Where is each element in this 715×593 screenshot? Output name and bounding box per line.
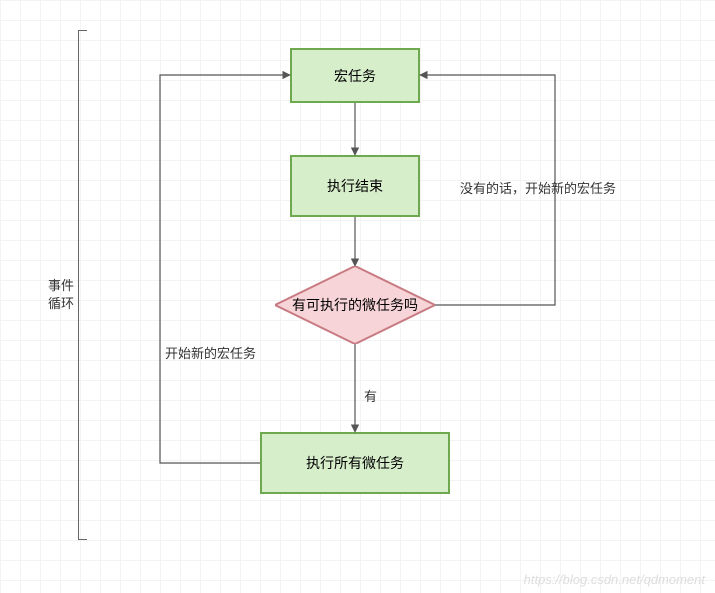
edge-e5-label: 没有的话，开始新的宏任务 [460,178,616,197]
loop-bracket [78,30,79,540]
node-has-micro-label: 有可执行的微任务吗 [275,266,435,344]
node-exec-micro: 执行所有微任务 [260,432,450,494]
node-macrotask-label: 宏任务 [334,66,376,86]
flowchart-canvas: 事件 循环 宏任务 执行结束 有可执行的微任务吗 执行所有微任务 有 开始新的宏… [0,0,715,593]
node-exec-micro-label: 执行所有微任务 [306,453,404,473]
edge-e4 [160,75,290,463]
edge-e3-label: 有 [364,386,377,405]
edge-e4-label: 开始新的宏任务 [165,343,256,362]
node-has-micro: 有可执行的微任务吗 [275,266,435,344]
node-exec-end-label: 执行结束 [327,176,383,196]
node-exec-end: 执行结束 [290,155,420,217]
bracket-label-2: 循环 [48,293,74,312]
bracket-label-1: 事件 [48,275,74,294]
node-macrotask: 宏任务 [290,48,420,103]
watermark: https://blog.csdn.net/qdmoment [524,572,705,587]
